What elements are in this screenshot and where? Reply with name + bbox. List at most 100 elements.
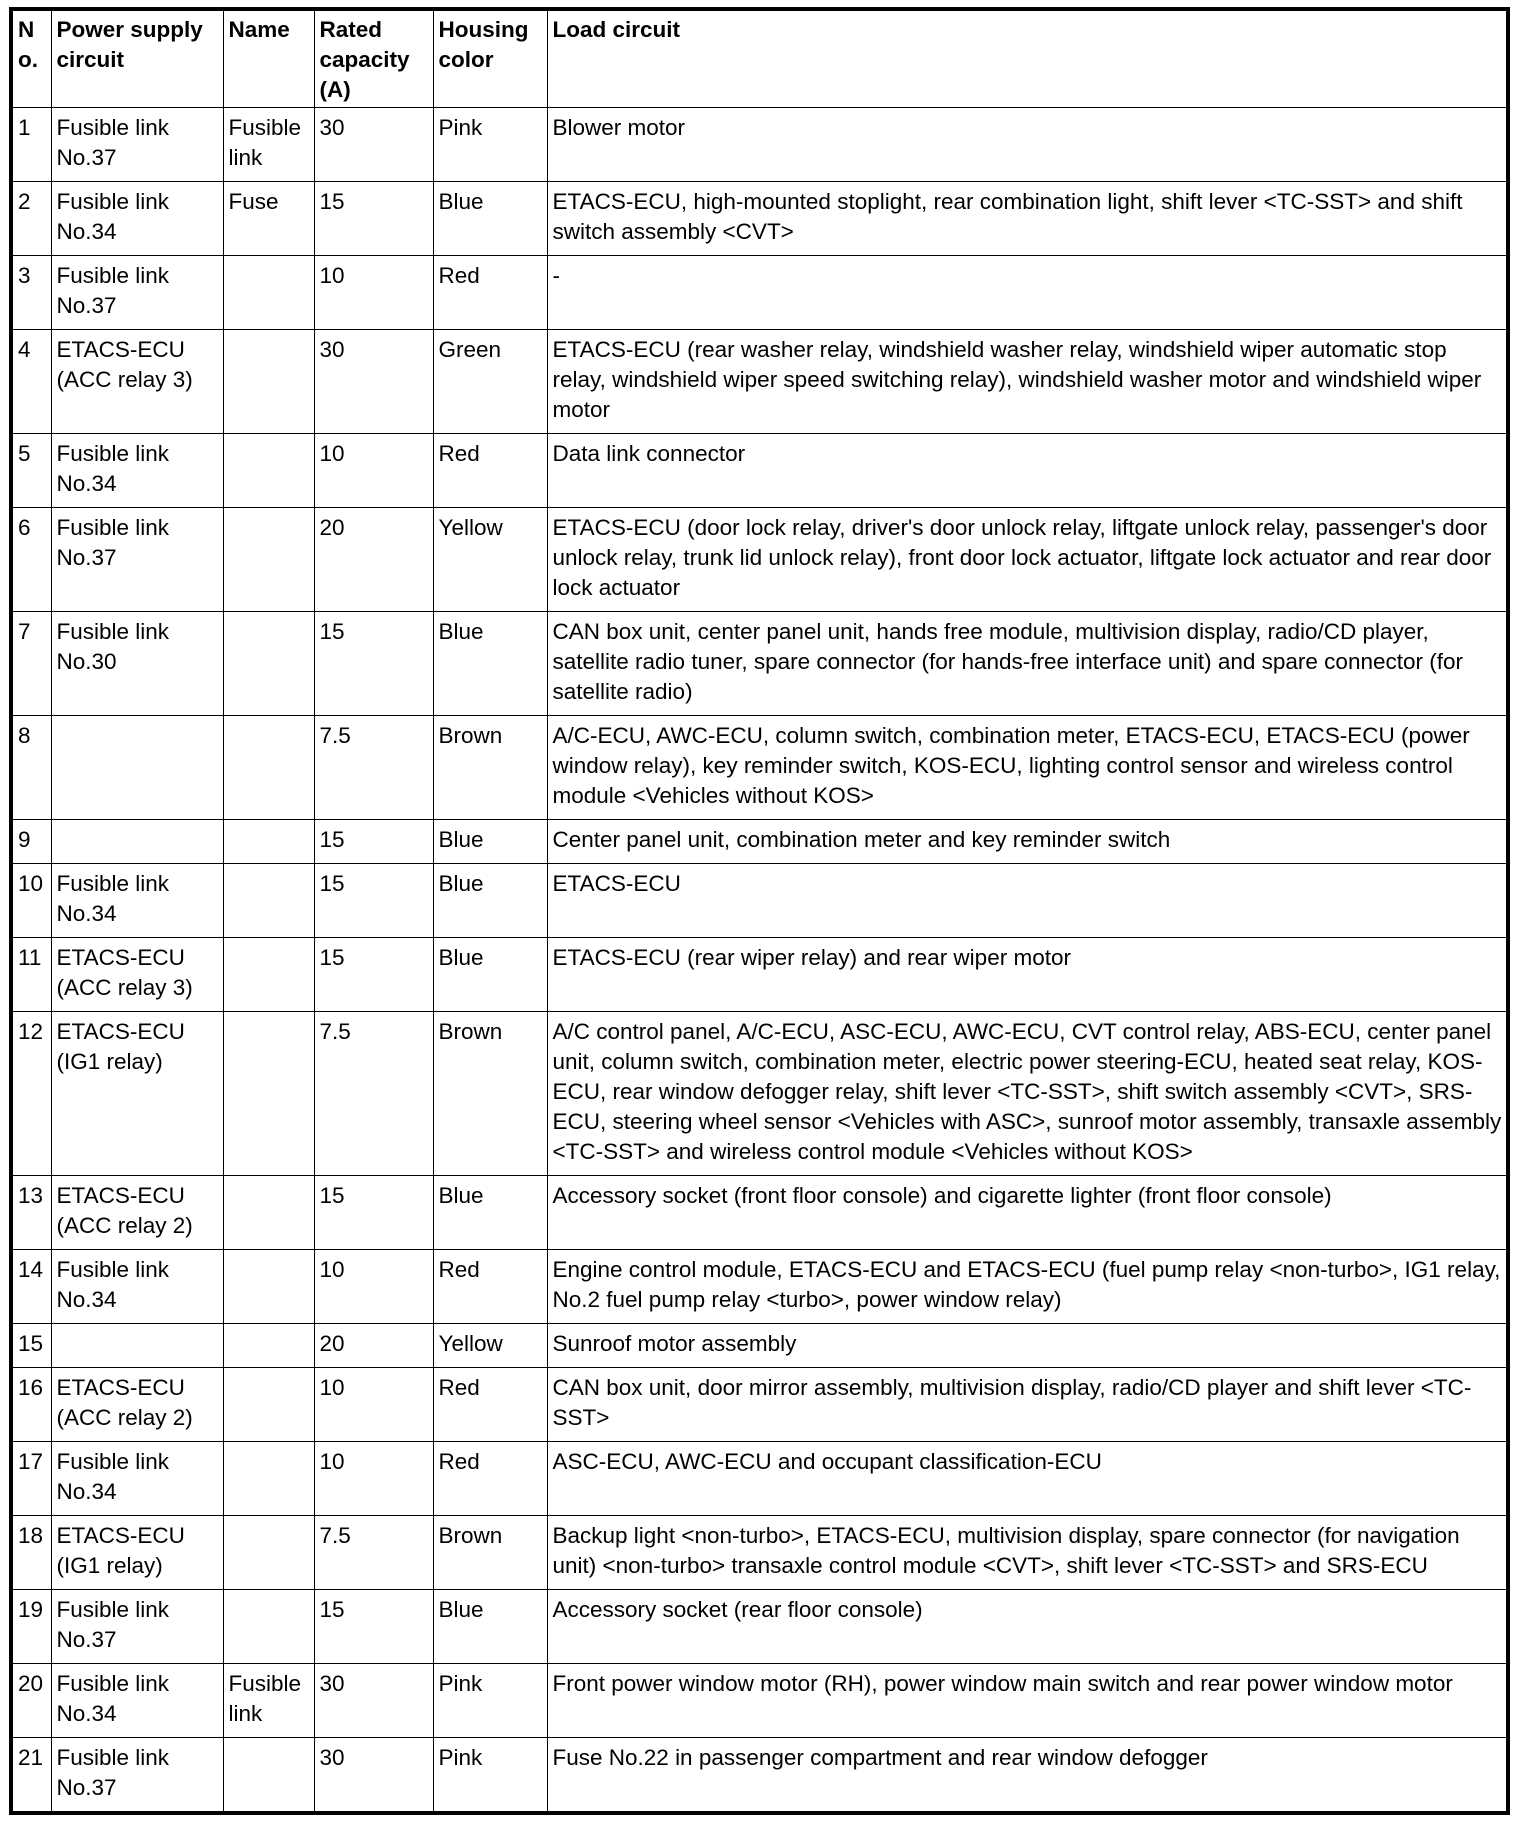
- header-load-circuit: Load circuit: [546, 8, 1509, 108]
- table-row: 14 Fusible link No.34 10 Red Engine control …: [10, 1249, 1509, 1324]
- cell-name: [222, 1175, 315, 1250]
- table-row: 19 Fusible link No.37 15 Blue Accessory sock…: [10, 1589, 1509, 1664]
- cell-power-supply-circuit: Fusible link No.37: [50, 507, 224, 612]
- table-row: 17 Fusible link No.34 10 Red ASC-ECU, AWC-EC…: [10, 1441, 1509, 1516]
- cell-no: 21: [10, 1737, 52, 1814]
- table-row: 12 ETACS-ECU (IG1 relay) 7.5 Brown A/C contr…: [10, 1011, 1509, 1176]
- cell-power-supply-circuit: Fusible link No.34: [50, 181, 224, 256]
- cell-power-supply-circuit: Fusible link No.37: [50, 1589, 224, 1664]
- cell-no: 17: [10, 1441, 52, 1516]
- header-power-supply-circuit: Power supply circuit: [50, 8, 224, 108]
- cell-no: 8: [10, 715, 52, 820]
- cell-rated-capacity: 20: [313, 1323, 434, 1368]
- cell-power-supply-circuit: ETACS-ECU (ACC relay 3): [50, 937, 224, 1012]
- cell-rated-capacity: 10: [313, 255, 434, 330]
- cell-load-circuit: Backup light <non-turbo>, ETACS-ECU, mul…: [546, 1515, 1509, 1590]
- cell-load-circuit: Accessory socket (front floor console) a…: [546, 1175, 1509, 1250]
- cell-housing-color: Red: [432, 1249, 548, 1324]
- cell-rated-capacity: 10: [313, 1441, 434, 1516]
- cell-rated-capacity: 30: [313, 329, 434, 434]
- table-row: 13 ETACS-ECU (ACC relay 2) 15 Blue Accessory…: [10, 1175, 1509, 1250]
- cell-name: [222, 255, 315, 330]
- cell-load-circuit: ASC-ECU, AWC-ECU and occupant classifica…: [546, 1441, 1509, 1516]
- cell-rated-capacity: 7.5: [313, 1011, 434, 1176]
- cell-load-circuit: ETACS-ECU (rear wiper relay) and rear wi…: [546, 937, 1509, 1012]
- cell-housing-color: Brown: [432, 1515, 548, 1590]
- cell-power-supply-circuit: ETACS-ECU (ACC relay 2): [50, 1367, 224, 1442]
- cell-rated-capacity: 15: [313, 611, 434, 716]
- cell-housing-color: Yellow: [432, 507, 548, 612]
- cell-power-supply-circuit: Fusible link No.34: [50, 433, 224, 508]
- cell-housing-color: Blue: [432, 1175, 548, 1250]
- cell-load-circuit: ETACS-ECU, high-mounted stoplight, rear …: [546, 181, 1509, 256]
- cell-housing-color: Blue: [432, 937, 548, 1012]
- cell-name: [222, 819, 315, 864]
- cell-rated-capacity: 15: [313, 937, 434, 1012]
- cell-rated-capacity: 15: [313, 1175, 434, 1250]
- cell-name: [222, 329, 315, 434]
- cell-no: 1: [10, 107, 52, 182]
- cell-housing-color: Pink: [432, 1737, 548, 1814]
- cell-housing-color: Red: [432, 1367, 548, 1442]
- cell-no: 7: [10, 611, 52, 716]
- cell-load-circuit: Sunroof motor assembly: [546, 1323, 1509, 1368]
- cell-rated-capacity: 15: [313, 1589, 434, 1664]
- cell-name: Fuse: [222, 181, 315, 256]
- cell-name: [222, 611, 315, 716]
- table-row: 1 Fusible link No.37 Fusible link 30 Pink Blo…: [10, 107, 1509, 182]
- cell-housing-color: Blue: [432, 863, 548, 938]
- cell-power-supply-circuit: Fusible link No.34: [50, 1249, 224, 1324]
- cell-housing-color: Red: [432, 1441, 548, 1516]
- cell-no: 11: [10, 937, 52, 1012]
- table-row: 21 Fusible link No.37 30 Pink Fuse No.22 in …: [10, 1737, 1509, 1814]
- cell-power-supply-circuit: Fusible link No.37: [50, 255, 224, 330]
- cell-name: [222, 1323, 315, 1368]
- cell-no: 3: [10, 255, 52, 330]
- cell-housing-color: Red: [432, 433, 548, 508]
- cell-power-supply-circuit: [50, 1323, 224, 1368]
- cell-power-supply-circuit: Fusible link No.30: [50, 611, 224, 716]
- cell-no: 15: [10, 1323, 52, 1368]
- cell-load-circuit: CAN box unit, door mirror assembly, mult…: [546, 1367, 1509, 1442]
- cell-rated-capacity: 15: [313, 819, 434, 864]
- cell-no: 10: [10, 863, 52, 938]
- cell-rated-capacity: 20: [313, 507, 434, 612]
- cell-rated-capacity: 7.5: [313, 1515, 434, 1590]
- cell-load-circuit: ETACS-ECU (rear washer relay, windshield…: [546, 329, 1509, 434]
- header-rated-capacity: Rated capacity (A): [313, 8, 434, 108]
- cell-load-circuit: CAN box unit, center panel unit, hands f…: [546, 611, 1509, 716]
- cell-no: 12: [10, 1011, 52, 1176]
- cell-housing-color: Blue: [432, 611, 548, 716]
- table-body: 1 Fusible link No.37 Fusible link 30 Pink Blo…: [10, 107, 1509, 1814]
- cell-name: [222, 1515, 315, 1590]
- cell-load-circuit: ETACS-ECU (door lock relay, driver's doo…: [546, 507, 1509, 612]
- cell-load-circuit: Fuse No.22 in passenger compartment and …: [546, 1737, 1509, 1814]
- cell-no: 5: [10, 433, 52, 508]
- cell-rated-capacity: 15: [313, 863, 434, 938]
- fuse-table: No. Power supply circuit Name Rated capa…: [9, 7, 1510, 1815]
- cell-no: 13: [10, 1175, 52, 1250]
- cell-housing-color: Blue: [432, 1589, 548, 1664]
- header-row: No. Power supply circuit Name Rated capa…: [10, 8, 1509, 108]
- cell-no: 19: [10, 1589, 52, 1664]
- cell-name: [222, 1737, 315, 1814]
- cell-no: 9: [10, 819, 52, 864]
- header-housing-color: Housing color: [432, 8, 548, 108]
- cell-power-supply-circuit: ETACS-ECU (IG1 relay): [50, 1515, 224, 1590]
- cell-name: [222, 433, 315, 508]
- cell-name: [222, 937, 315, 1012]
- cell-power-supply-circuit: Fusible link No.37: [50, 1737, 224, 1814]
- cell-rated-capacity: 10: [313, 1367, 434, 1442]
- cell-rated-capacity: 30: [313, 1737, 434, 1814]
- table-row: 10 Fusible link No.34 15 Blue ETACS-ECU: [10, 863, 1509, 938]
- cell-power-supply-circuit: ETACS-ECU (ACC relay 2): [50, 1175, 224, 1250]
- cell-load-circuit: ETACS-ECU: [546, 863, 1509, 938]
- cell-rated-capacity: 30: [313, 1663, 434, 1738]
- cell-housing-color: Red: [432, 255, 548, 330]
- cell-load-circuit: Blower motor: [546, 107, 1509, 182]
- cell-name: [222, 1011, 315, 1176]
- cell-power-supply-circuit: ETACS-ECU (IG1 relay): [50, 1011, 224, 1176]
- cell-rated-capacity: 10: [313, 1249, 434, 1324]
- cell-power-supply-circuit: Fusible link No.34: [50, 863, 224, 938]
- cell-housing-color: Brown: [432, 1011, 548, 1176]
